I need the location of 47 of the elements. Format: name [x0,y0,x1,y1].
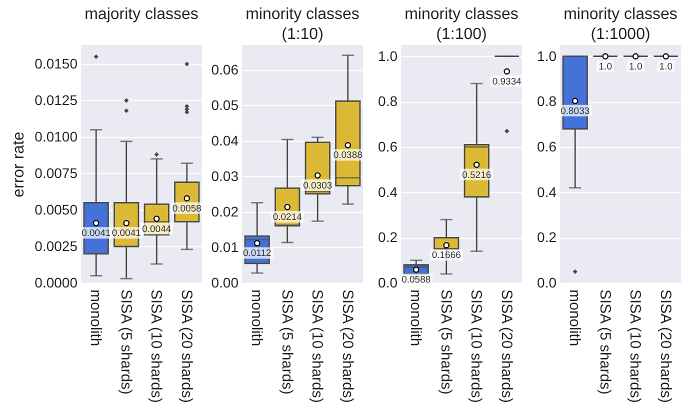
y-tick-label: 0.0025 [34,238,78,254]
x-tick-label: SISA (10 shards) [308,290,326,403]
y-tick-label: 0.4 [378,184,398,200]
x-tick-label: SISA (5 shards) [117,290,134,395]
x-tick-label: SISA (20 shards) [178,290,195,403]
y-tick-label: 0.0000 [34,274,78,290]
x-tick-label: SISA (20 shards) [338,290,356,403]
y-tick-label: 0.04 [211,132,239,148]
y-tick-label: 0.8 [378,93,398,110]
y-tick-label: 1.0 [537,48,557,64]
chart-title: minority classes (1:100) [404,6,518,43]
y-tick-label: 0.6 [378,138,398,154]
chart-title: minority classes (1:10) [246,6,360,43]
x-tick-label: monolith [566,290,584,346]
chart-title: majority classes [84,6,198,23]
y-tick-label: 0.0 [378,274,398,290]
y-tick-label: 0.0075 [34,164,78,181]
y-tick-label: 0.05 [211,96,239,113]
y-tick-label: 0.00 [211,274,239,290]
y-tick-label: 0.06 [211,61,239,78]
x-tick-label: monolith [407,290,424,346]
y-tick-label: 0.4 [537,184,557,200]
y-tick-label: 0.03 [211,168,239,184]
y-tick-label: 0.6 [537,138,557,154]
y-tick-label: 0.0100 [34,128,78,144]
x-tick-label: monolith [248,290,266,346]
y-tick-label: 0.2 [378,229,398,246]
y-tick-label: 0.0 [537,274,557,290]
y-tick-label: 0.8 [537,93,557,110]
x-tick-label: SISA (20 shards) [656,290,674,403]
x-tick-label: SISA (5 shards) [596,290,614,395]
x-tick-label: SISA (5 shards) [437,290,454,395]
y-tick-label: 0.02 [211,203,239,220]
y-tick-label: 0.0150 [34,55,78,72]
x-tick-label: SISA (5 shards) [278,290,296,395]
y-tick-label: 1.0 [378,48,398,64]
y-axis-title: error rate [10,132,28,198]
y-tick-label: 0.01 [211,238,239,255]
x-tick-label: SISA (10 shards) [468,290,485,403]
y-tick-label: 0.2 [537,229,557,246]
x-tick-label: SISA (10 shards) [148,290,165,403]
x-tick-label: SISA (10 shards) [626,290,644,403]
x-tick-label: monolith [87,290,104,346]
x-tick-label: SISA (20 shards) [498,290,515,403]
y-tick-label: 0.0050 [34,201,78,218]
y-tick-label: 0.0125 [34,92,78,108]
chart-title: minority classes (1:1000) [564,6,678,43]
